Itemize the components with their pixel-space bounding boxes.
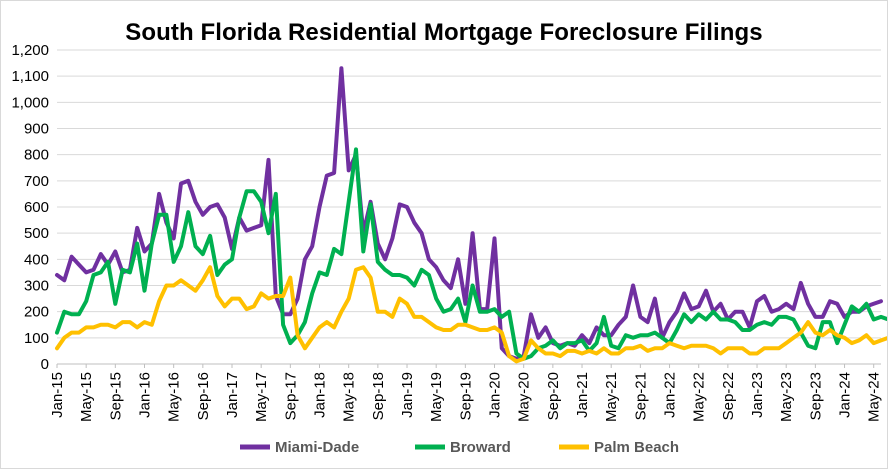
x-tick-label: Sep-15 — [107, 372, 124, 420]
x-tick-label: Jan-17 — [224, 372, 241, 418]
series-line-palm-beach — [55, 265, 887, 364]
y-tick-label: 500 — [24, 225, 49, 242]
x-tick-label: Jan-22 — [662, 372, 679, 418]
x-tick-label: Jan-24 — [837, 372, 854, 418]
x-tick-label: May-21 — [603, 372, 620, 422]
x-tick-label: May-24 — [866, 372, 883, 422]
series-line-miami-dade — [55, 66, 883, 361]
x-tick-label: Sep-21 — [632, 372, 649, 420]
x-tick-label: Jan-21 — [574, 372, 591, 418]
y-tick-label: 700 — [24, 173, 49, 190]
x-tick-label: Jan-16 — [137, 372, 154, 418]
x-tick-label: May-16 — [166, 372, 183, 422]
x-tick-label: May-17 — [253, 372, 270, 422]
chart-title: South Florida Residential Mortgage Forec… — [125, 19, 763, 46]
x-tick-label: Sep-17 — [282, 372, 299, 420]
y-tick-label: 900 — [24, 121, 49, 138]
x-tick-label: Sep-22 — [720, 372, 737, 420]
x-tick-label: Sep-23 — [807, 372, 824, 420]
x-tick-label: Jan-15 — [49, 372, 66, 418]
y-tick-label: 200 — [24, 304, 49, 321]
y-tick-label: 100 — [24, 330, 49, 347]
x-tick-label: Jan-23 — [749, 372, 766, 418]
legend-label: Broward — [450, 439, 511, 456]
x-tick-label: May-20 — [516, 372, 533, 422]
x-tick-label: May-15 — [78, 372, 95, 422]
x-tick-label: Jan-18 — [312, 372, 329, 418]
x-tick-label: May-19 — [428, 372, 445, 422]
y-tick-label: 1,200 — [11, 42, 49, 59]
x-tick-label: Jan-19 — [399, 372, 416, 418]
y-tick-label: 300 — [24, 278, 49, 295]
x-tick-label: Sep-18 — [370, 372, 387, 420]
y-tick-label: 1,000 — [11, 94, 49, 111]
legend-label: Palm Beach — [594, 439, 679, 456]
y-tick-label: 0 — [41, 356, 49, 373]
x-tick-label: Jan-20 — [487, 372, 504, 418]
y-tick-label: 800 — [24, 147, 49, 164]
x-tick-label: Sep-16 — [195, 372, 212, 420]
x-tick-label: Sep-19 — [457, 372, 474, 420]
x-tick-label: May-23 — [778, 372, 795, 422]
x-tick-label: Sep-20 — [545, 372, 562, 420]
x-tick-label: May-18 — [341, 372, 358, 422]
legend-label: Miami-Dade — [275, 439, 359, 456]
y-tick-label: 1,100 — [11, 68, 49, 85]
series-line-broward — [55, 147, 887, 361]
y-tick-label: 400 — [24, 251, 49, 268]
x-tick-label: May-22 — [691, 372, 708, 422]
y-tick-label: 600 — [24, 199, 49, 216]
